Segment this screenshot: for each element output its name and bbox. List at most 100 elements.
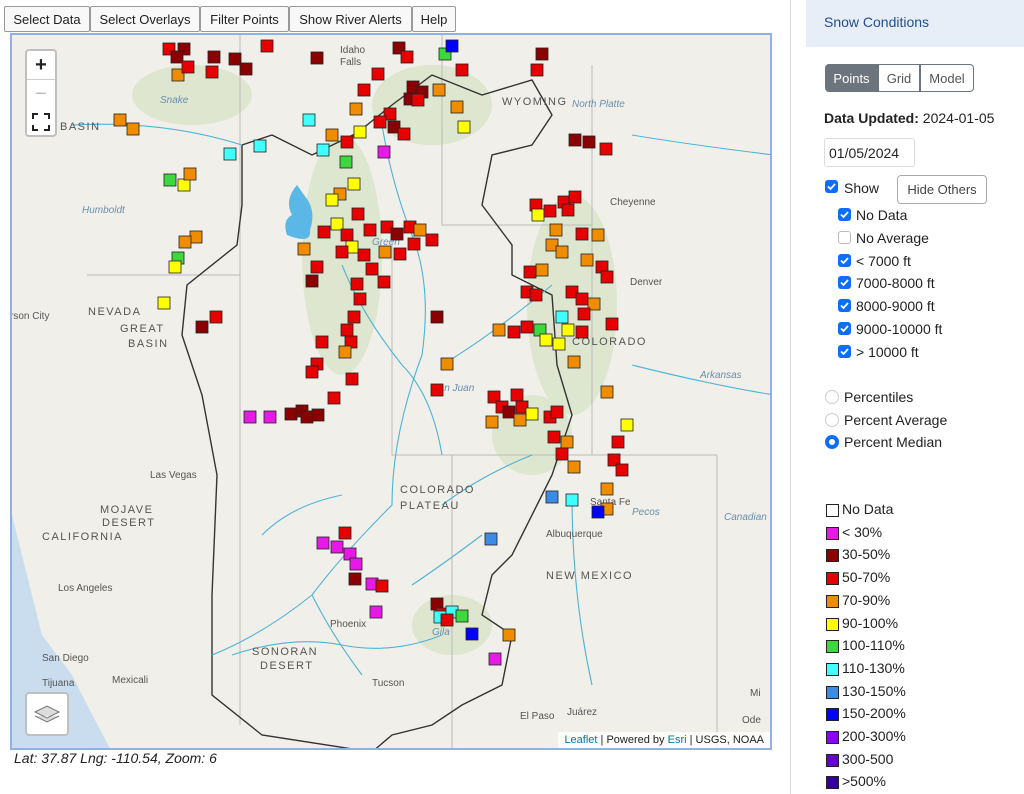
station-marker[interactable] — [305, 274, 319, 288]
station-marker[interactable] — [455, 63, 469, 77]
station-marker[interactable] — [302, 113, 316, 127]
station-marker[interactable] — [445, 39, 459, 53]
station-marker[interactable] — [228, 52, 242, 66]
station-marker[interactable] — [530, 63, 544, 77]
station-marker[interactable] — [375, 579, 389, 593]
station-marker[interactable] — [377, 145, 391, 159]
station-marker[interactable] — [568, 190, 582, 204]
layers-control[interactable] — [25, 692, 69, 736]
checkbox[interactable] — [825, 180, 838, 193]
station-marker[interactable] — [390, 227, 404, 241]
checkbox[interactable] — [838, 208, 851, 221]
station-marker[interactable] — [316, 143, 330, 157]
station-marker[interactable] — [311, 408, 325, 422]
station-marker[interactable] — [397, 127, 411, 141]
station-marker[interactable] — [620, 418, 634, 432]
station-marker[interactable] — [591, 228, 605, 242]
checkbox[interactable] — [838, 230, 851, 244]
station-marker[interactable] — [340, 135, 354, 149]
station-marker[interactable] — [316, 536, 330, 550]
station-marker[interactable] — [353, 292, 367, 306]
station-marker[interactable] — [163, 173, 177, 187]
toolbar-button[interactable]: Filter Points — [200, 6, 289, 32]
toolbar-button[interactable]: Help — [412, 6, 456, 32]
station-marker[interactable] — [575, 292, 589, 306]
station-marker[interactable] — [575, 325, 589, 339]
station-marker[interactable] — [580, 253, 594, 267]
station-marker[interactable] — [315, 335, 329, 349]
station-marker[interactable] — [339, 155, 353, 169]
station-marker[interactable] — [492, 323, 506, 337]
station-marker[interactable] — [545, 490, 559, 504]
station-marker[interactable] — [239, 62, 253, 76]
station-marker[interactable] — [510, 388, 524, 402]
station-marker[interactable] — [260, 39, 274, 53]
esri-link[interactable]: Esri — [667, 734, 687, 746]
station-marker[interactable] — [338, 345, 352, 359]
station-marker[interactable] — [507, 325, 521, 339]
station-marker[interactable] — [525, 407, 539, 421]
station-marker[interactable] — [253, 139, 267, 153]
station-marker[interactable] — [171, 68, 185, 82]
station-marker[interactable] — [350, 277, 364, 291]
station-marker[interactable] — [347, 310, 361, 324]
station-marker[interactable] — [523, 265, 537, 279]
date-input[interactable]: 01/05/2024 — [824, 138, 915, 167]
station-marker[interactable] — [325, 193, 339, 207]
station-marker[interactable] — [567, 460, 581, 474]
station-marker[interactable] — [513, 413, 527, 427]
station-marker[interactable] — [168, 260, 182, 274]
checkbox[interactable] — [838, 276, 851, 290]
station-marker[interactable] — [363, 223, 377, 237]
station-marker[interactable] — [605, 317, 619, 331]
station-marker[interactable] — [178, 235, 192, 249]
zoom-in[interactable]: + — [35, 54, 47, 76]
station-marker[interactable] — [195, 320, 209, 334]
station-marker[interactable] — [371, 67, 385, 81]
station-marker[interactable] — [550, 405, 564, 419]
station-marker[interactable] — [502, 405, 516, 419]
hide-others-button[interactable]: Hide Others — [897, 175, 987, 204]
station-marker[interactable] — [600, 385, 614, 399]
station-marker[interactable] — [502, 628, 516, 642]
station-marker[interactable] — [126, 122, 140, 136]
station-marker[interactable] — [380, 220, 394, 234]
station-marker[interactable] — [575, 227, 589, 241]
station-marker[interactable] — [485, 415, 499, 429]
station-marker[interactable] — [440, 357, 454, 371]
station-marker[interactable] — [535, 47, 549, 61]
station-marker[interactable] — [568, 133, 582, 147]
station-marker[interactable] — [369, 605, 383, 619]
station-marker[interactable] — [305, 365, 319, 379]
station-marker[interactable] — [561, 323, 575, 337]
station-marker[interactable] — [555, 310, 569, 324]
station-marker[interactable] — [400, 50, 414, 64]
station-marker[interactable] — [157, 296, 171, 310]
station-marker[interactable] — [349, 102, 363, 116]
station-marker[interactable] — [170, 50, 184, 64]
station-marker[interactable] — [177, 178, 191, 192]
station-marker[interactable] — [365, 262, 379, 276]
tab[interactable]: Points — [825, 64, 878, 92]
station-marker[interactable] — [591, 505, 605, 519]
toolbar-button[interactable]: Select Data — [4, 6, 90, 32]
station-marker[interactable] — [223, 147, 237, 161]
station-marker[interactable] — [183, 167, 197, 181]
station-marker[interactable] — [543, 204, 557, 218]
station-marker[interactable] — [327, 391, 341, 405]
station-marker[interactable] — [325, 128, 339, 142]
station-marker[interactable] — [297, 242, 311, 256]
station-marker[interactable] — [484, 532, 498, 546]
station-marker[interactable] — [539, 333, 553, 347]
station-marker[interactable] — [383, 107, 397, 121]
station-marker[interactable] — [338, 526, 352, 540]
station-marker[interactable] — [377, 275, 391, 289]
station-marker[interactable] — [465, 627, 479, 641]
station-marker[interactable] — [535, 263, 549, 277]
station-marker[interactable] — [529, 288, 543, 302]
station-marker[interactable] — [330, 217, 344, 231]
station-marker[interactable] — [387, 120, 401, 134]
station-marker[interactable] — [205, 65, 219, 79]
station-marker[interactable] — [357, 83, 371, 97]
station-marker[interactable] — [335, 245, 349, 259]
